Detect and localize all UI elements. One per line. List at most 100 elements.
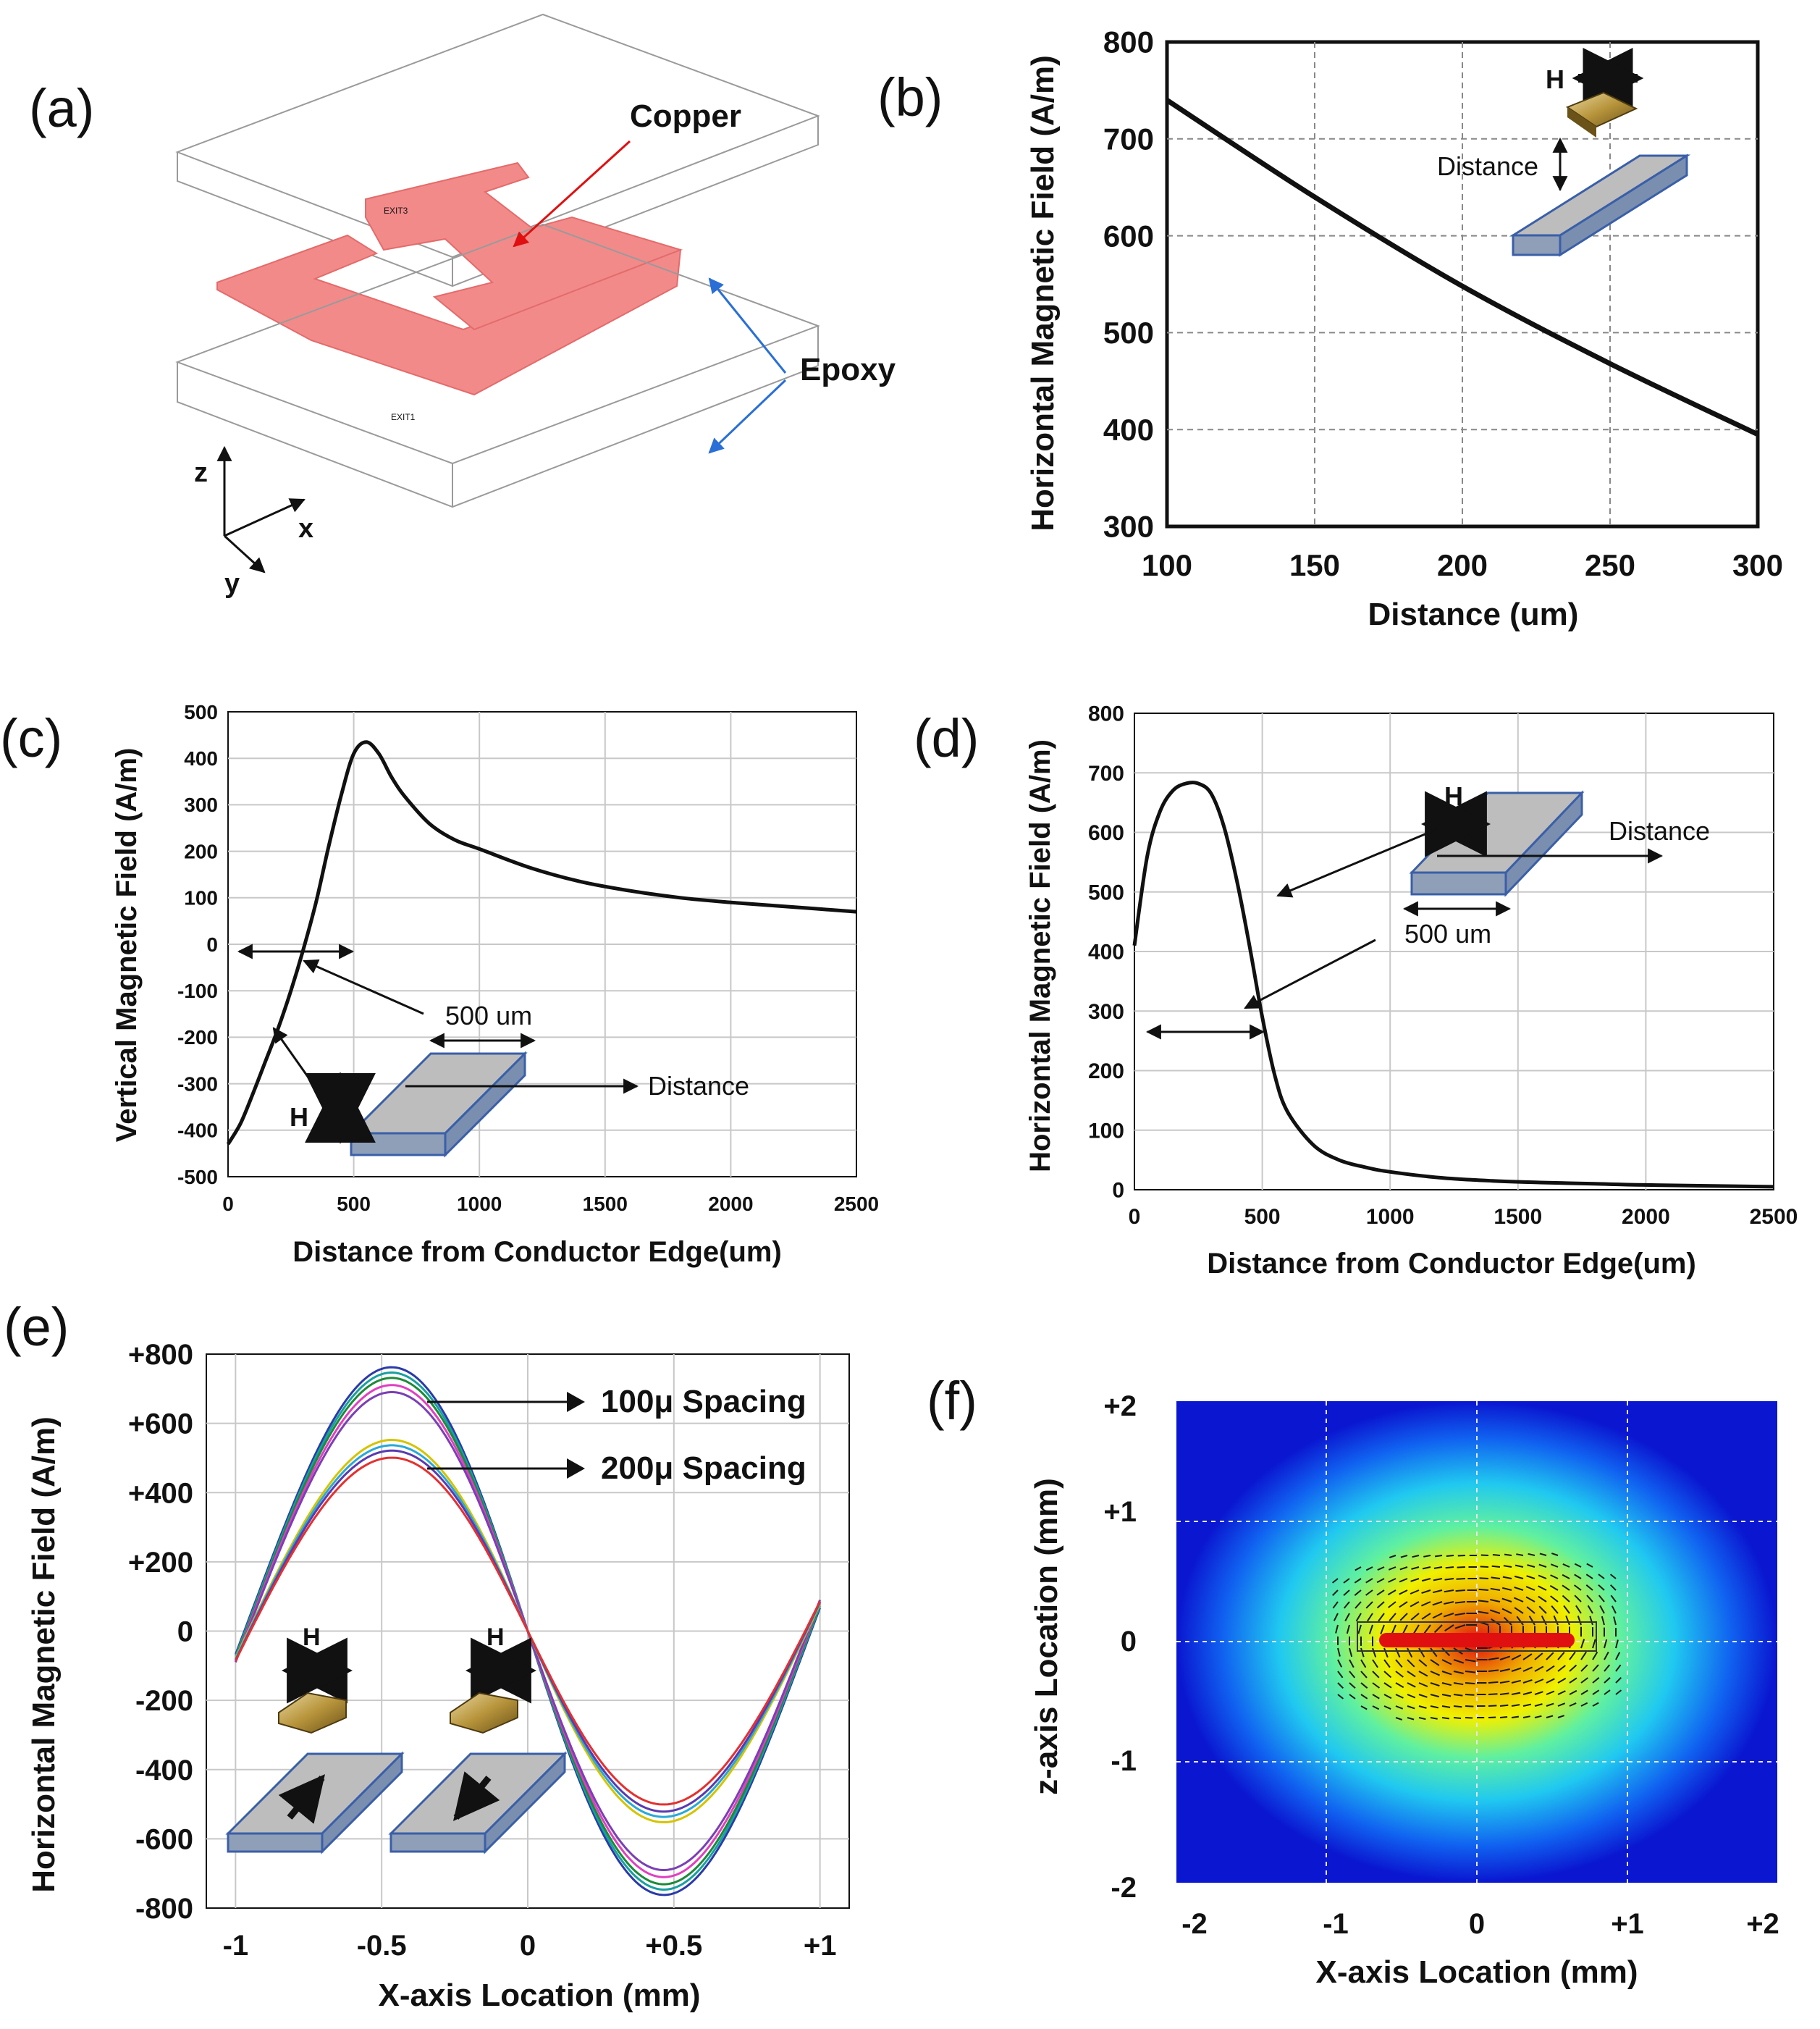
panel-f-ytick: -1 xyxy=(1111,1745,1137,1777)
field-vector xyxy=(1465,1705,1474,1707)
field-vector xyxy=(1527,1564,1535,1568)
field-vector xyxy=(1411,1566,1420,1570)
field-vector xyxy=(1349,1694,1356,1700)
field-vector xyxy=(1565,1615,1570,1626)
field-vector xyxy=(1488,1705,1497,1707)
plot-d-xtick: 2500 xyxy=(1750,1205,1798,1229)
field-vector xyxy=(1511,1692,1521,1695)
field-vector xyxy=(1407,1705,1415,1710)
field-vector xyxy=(1389,1613,1396,1621)
plot-e-ytick: +400 xyxy=(128,1477,193,1509)
field-vector xyxy=(1421,1578,1431,1582)
plot-b-ytick: 700 xyxy=(1103,122,1154,156)
field-vector xyxy=(1430,1705,1439,1709)
field-vector xyxy=(1501,1608,1512,1614)
plot-e-xtick: -0.5 xyxy=(357,1930,407,1962)
panel-f-xtick: +1 xyxy=(1611,1908,1644,1940)
plot-e-ytick: +200 xyxy=(128,1547,193,1579)
field-vector xyxy=(1445,1566,1454,1569)
field-vector xyxy=(1360,1659,1367,1668)
panel-d-pointer-arrow-2 xyxy=(1244,938,1376,1009)
panel-e-conductor-right-side xyxy=(484,1751,566,1854)
field-vector xyxy=(1511,1704,1520,1707)
plot-c-xtick: 2000 xyxy=(708,1193,753,1215)
field-vector xyxy=(1499,1716,1508,1718)
field-vector xyxy=(1395,1694,1404,1699)
plot-b-xtick: 150 xyxy=(1289,548,1340,582)
field-vector xyxy=(1422,1566,1431,1570)
field-vector xyxy=(1383,1647,1389,1658)
field-vector xyxy=(1546,1678,1555,1684)
field-vector xyxy=(1418,1647,1425,1658)
field-vector xyxy=(1457,1566,1466,1568)
field-vector xyxy=(1399,1589,1408,1595)
field-vector xyxy=(1615,1689,1622,1695)
panel-f: (f) z-axis Location (mm) X-axis Location… xyxy=(927,1371,1779,1990)
field-vector xyxy=(1412,1555,1420,1558)
series-line-1 xyxy=(1166,98,1759,437)
panel-b: (b) 100 150 200 250 300 300 400 500 600 700 800 Ho… xyxy=(877,25,1783,632)
field-vector xyxy=(1395,1705,1404,1710)
field-vector xyxy=(1522,1679,1533,1684)
field-vector xyxy=(1580,1689,1588,1695)
field-vector xyxy=(1511,1715,1520,1718)
field-vector xyxy=(1430,1671,1441,1676)
field-vector xyxy=(1574,1563,1582,1568)
field-vector xyxy=(1407,1717,1415,1721)
field-vector xyxy=(1522,1715,1530,1718)
panel-c-500um-label: 500 um xyxy=(445,1001,532,1030)
field-vector xyxy=(1388,1578,1396,1583)
field-vector xyxy=(1577,1616,1582,1626)
field-vector xyxy=(1557,1690,1566,1695)
axis-triad xyxy=(216,445,306,574)
field-vector xyxy=(1609,1584,1617,1591)
plot-b-xtick: 100 xyxy=(1142,548,1192,582)
conductor-core xyxy=(1379,1633,1575,1647)
field-vector xyxy=(1389,1555,1396,1558)
field-vector xyxy=(1372,1694,1380,1700)
field-vector xyxy=(1538,1595,1547,1602)
field-vector xyxy=(1360,1694,1368,1700)
field-vector xyxy=(1383,1694,1392,1700)
panel-c-h-label: H xyxy=(290,1102,308,1132)
field-vector xyxy=(1499,1692,1509,1695)
field-vector xyxy=(1407,1659,1415,1668)
field-vector xyxy=(1453,1659,1465,1664)
field-vector xyxy=(1562,1574,1570,1579)
plot-d-ytick: 100 xyxy=(1088,1119,1124,1143)
field-vector xyxy=(1569,1664,1577,1672)
panel-c-xlabel: Distance from Conductor Edge(um) xyxy=(292,1236,782,1268)
field-vector xyxy=(1372,1647,1377,1658)
field-vector xyxy=(1355,1566,1362,1571)
panel-c-pointer-arrow-1 xyxy=(303,959,424,1015)
field-vector xyxy=(1557,1715,1565,1718)
plot-e-xtick: +1 xyxy=(804,1930,837,1962)
field-vector xyxy=(1574,1574,1582,1579)
field-vector xyxy=(1557,1652,1565,1660)
panel-e-annotations: 100μ Spacing 200μ Spacing xyxy=(427,1384,806,1486)
field-vector xyxy=(1514,1607,1524,1614)
field-vector xyxy=(1418,1671,1428,1677)
field-vector xyxy=(1480,1566,1489,1568)
epoxy-pointer-arrow-bottom xyxy=(708,379,787,454)
panel-e-sensor-chip-right xyxy=(450,1692,518,1734)
field-vector xyxy=(1562,1595,1570,1602)
field-vector xyxy=(1354,1589,1362,1596)
panel-f-ytick: -2 xyxy=(1111,1872,1137,1904)
field-vector xyxy=(1399,1578,1408,1583)
field-vector xyxy=(1441,1694,1452,1697)
field-vector xyxy=(1479,1577,1489,1579)
field-vector xyxy=(1480,1554,1489,1556)
field-vector xyxy=(1522,1666,1533,1672)
field-vector xyxy=(1360,1671,1368,1679)
field-vector xyxy=(1478,1600,1489,1602)
field-vector xyxy=(1360,1682,1368,1689)
panel-b-label: (b) xyxy=(877,67,943,127)
field-vector xyxy=(1441,1671,1452,1676)
field-vector xyxy=(1399,1566,1408,1571)
field-vector xyxy=(1443,1613,1454,1618)
plot-d-ytick: 400 xyxy=(1088,941,1124,965)
plot-e-xtick: 0 xyxy=(520,1930,536,1962)
field-vector xyxy=(1592,1702,1599,1707)
panel-b-xlabel: Distance (um) xyxy=(1368,597,1579,632)
